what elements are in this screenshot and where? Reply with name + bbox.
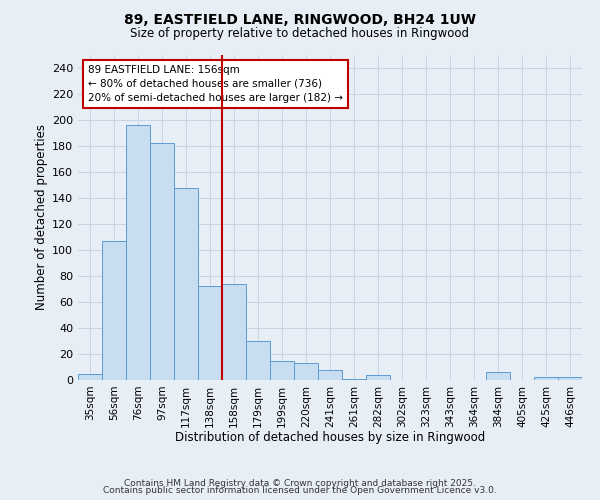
Bar bbox=[342, 378, 366, 380]
Bar bbox=[102, 241, 126, 380]
Text: 89, EASTFIELD LANE, RINGWOOD, BH24 1UW: 89, EASTFIELD LANE, RINGWOOD, BH24 1UW bbox=[124, 12, 476, 26]
Bar bbox=[174, 188, 198, 380]
X-axis label: Distribution of detached houses by size in Ringwood: Distribution of detached houses by size … bbox=[175, 431, 485, 444]
Bar bbox=[366, 375, 390, 380]
Bar bbox=[222, 284, 246, 380]
Bar bbox=[78, 374, 102, 380]
Bar bbox=[486, 372, 510, 380]
Bar bbox=[126, 125, 150, 380]
Text: 89 EASTFIELD LANE: 156sqm
← 80% of detached houses are smaller (736)
20% of semi: 89 EASTFIELD LANE: 156sqm ← 80% of detac… bbox=[88, 64, 343, 103]
Bar bbox=[294, 363, 318, 380]
Bar bbox=[270, 360, 294, 380]
Bar bbox=[318, 370, 342, 380]
Text: Contains HM Land Registry data © Crown copyright and database right 2025.: Contains HM Land Registry data © Crown c… bbox=[124, 478, 476, 488]
Bar bbox=[534, 378, 558, 380]
Text: Size of property relative to detached houses in Ringwood: Size of property relative to detached ho… bbox=[131, 28, 470, 40]
Text: Contains public sector information licensed under the Open Government Licence v3: Contains public sector information licen… bbox=[103, 486, 497, 495]
Bar bbox=[198, 286, 222, 380]
Bar bbox=[246, 341, 270, 380]
Bar bbox=[150, 144, 174, 380]
Bar bbox=[558, 378, 582, 380]
Y-axis label: Number of detached properties: Number of detached properties bbox=[35, 124, 48, 310]
